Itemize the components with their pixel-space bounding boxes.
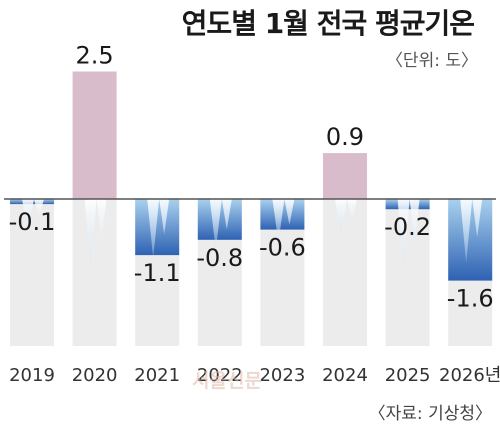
value-label: -0.1: [9, 208, 56, 236]
x-tick-label: 2022: [197, 365, 243, 386]
x-tick-label: 2025: [385, 365, 431, 386]
x-tick-label: 2019: [9, 365, 55, 386]
column-background: [323, 198, 367, 346]
value-label: -1.1: [134, 259, 181, 287]
value-label: -0.6: [259, 234, 306, 262]
icicle-decoration: [22, 199, 44, 229]
icicle-decoration: [460, 199, 483, 263]
x-tick-label: 2024: [322, 365, 368, 386]
watermark-logo: 서울신문: [192, 370, 262, 392]
icicle-decoration: [272, 199, 295, 242]
column-background: [10, 198, 54, 346]
x-tick-label: 2021: [134, 365, 180, 386]
column-background: [72, 198, 117, 346]
value-label: -1.6: [447, 285, 494, 313]
value-label: -0.8: [196, 244, 243, 272]
x-tick-label: 2023: [259, 365, 305, 386]
bar-2020: [72, 71, 117, 199]
value-label: 2.5: [76, 42, 114, 70]
chart-title: 연도별 1월 전국 평균기온: [181, 7, 475, 40]
icicle-decoration: [84, 199, 107, 266]
icicle-decoration: [147, 199, 170, 258]
source-label: 〈자료: 기상청〉: [368, 404, 492, 424]
icicle-decoration: [209, 199, 232, 250]
icicle-decoration: [397, 199, 420, 271]
bar-2024: [323, 153, 367, 199]
value-label: -0.2: [384, 213, 431, 241]
icicle-decoration: [335, 199, 357, 234]
x-tick-label: 2020: [72, 365, 118, 386]
value-label: 0.9: [326, 123, 364, 151]
x-tick-label: 2026년: [439, 365, 500, 386]
unit-label: 〈단위: 도〉: [385, 51, 478, 71]
